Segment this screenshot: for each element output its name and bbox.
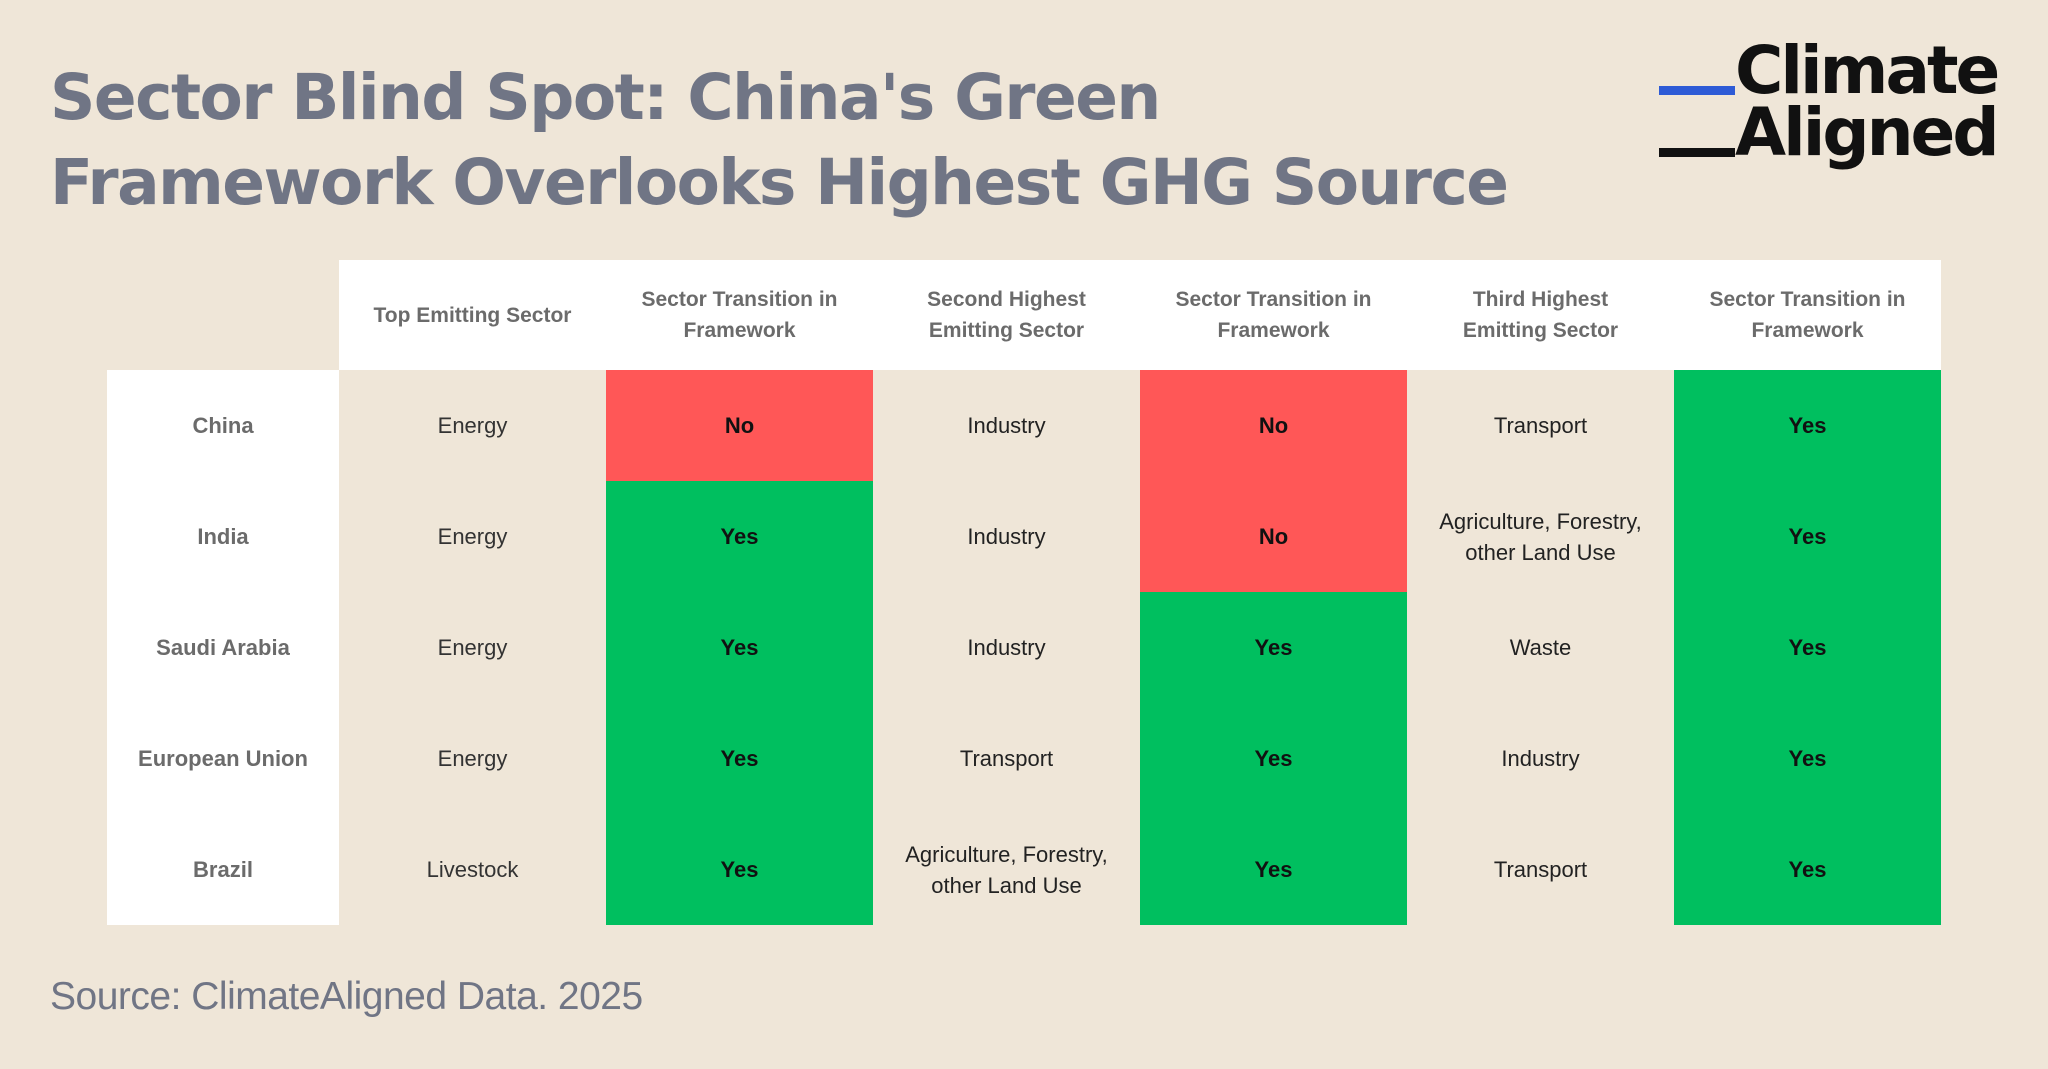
row-header: Brazil bbox=[107, 814, 339, 925]
status-no-cell: No bbox=[606, 370, 873, 481]
status-no-cell: No bbox=[1140, 370, 1407, 481]
sector-cell: Transport bbox=[1493, 413, 1588, 438]
column-header: Sector Transition in Framework bbox=[1140, 260, 1407, 370]
logo-word-climate: Climate bbox=[1735, 32, 2000, 109]
status-yes-cell: Yes bbox=[1140, 592, 1407, 703]
status-yes-cell: Yes bbox=[1140, 814, 1407, 925]
sector-cell: Industry bbox=[1501, 746, 1580, 771]
row-header: China bbox=[107, 370, 339, 481]
status-yes-cell: Yes bbox=[1140, 703, 1407, 814]
page-title: Sector Blind Spot: China's Green Framewo… bbox=[50, 61, 1509, 219]
sector-cell: Transport bbox=[1493, 857, 1588, 882]
logo-word-aligned: Aligned bbox=[1735, 94, 2000, 171]
status-yes-cell: Yes bbox=[1674, 703, 1941, 814]
table-corner bbox=[107, 260, 339, 370]
sector-cell: Agriculture, Forestry, other Land Use bbox=[905, 841, 1108, 898]
status-yes-cell: Yes bbox=[606, 703, 873, 814]
sector-cell: Industry bbox=[967, 524, 1046, 549]
status-yes-cell: Yes bbox=[1674, 370, 1941, 481]
sector-cell: Industry bbox=[967, 413, 1046, 438]
column-header: Sector Transition in Framework bbox=[1674, 260, 1941, 370]
sector-cell: Energy bbox=[437, 524, 508, 549]
status-yes-cell: Yes bbox=[1674, 592, 1941, 703]
source-note: Source: ClimateAligned Data. 2025 bbox=[50, 975, 643, 1018]
column-header: Second Highest Emitting Sector bbox=[873, 260, 1140, 370]
logo-blue-bar bbox=[1659, 86, 1735, 95]
row-header: Saudi Arabia bbox=[107, 592, 339, 703]
sector-cell: Energy bbox=[437, 746, 508, 771]
sector-cell: Energy bbox=[437, 635, 508, 660]
row-header: European Union bbox=[107, 703, 339, 814]
status-yes-cell: Yes bbox=[606, 481, 873, 592]
column-header: Third Highest Emitting Sector bbox=[1407, 260, 1674, 370]
climate-aligned-logo: Climate Aligned bbox=[1655, 32, 2000, 176]
row-header: India bbox=[107, 481, 339, 592]
logo-black-bar bbox=[1659, 148, 1735, 157]
column-header: Top Emitting Sector bbox=[339, 260, 606, 370]
sector-cell: Industry bbox=[967, 635, 1046, 660]
column-header: Sector Transition in Framework bbox=[606, 260, 873, 370]
status-yes-cell: Yes bbox=[606, 814, 873, 925]
status-no-cell: No bbox=[1140, 481, 1407, 592]
sector-cell: Livestock bbox=[426, 857, 519, 882]
sector-cell: Waste bbox=[1509, 635, 1572, 660]
sector-cell: Transport bbox=[959, 746, 1054, 771]
sector-cell: Energy bbox=[437, 413, 508, 438]
sector-table: Top Emitting Sector Sector Transition in… bbox=[107, 260, 1941, 925]
sector-cell: Agriculture, Forestry, other Land Use bbox=[1439, 508, 1642, 565]
status-yes-cell: Yes bbox=[1674, 481, 1941, 592]
status-yes-cell: Yes bbox=[606, 592, 873, 703]
status-yes-cell: Yes bbox=[1674, 814, 1941, 925]
